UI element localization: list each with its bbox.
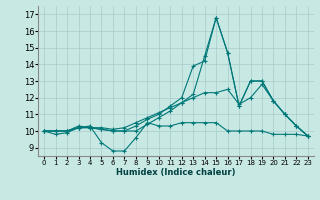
- X-axis label: Humidex (Indice chaleur): Humidex (Indice chaleur): [116, 168, 236, 177]
